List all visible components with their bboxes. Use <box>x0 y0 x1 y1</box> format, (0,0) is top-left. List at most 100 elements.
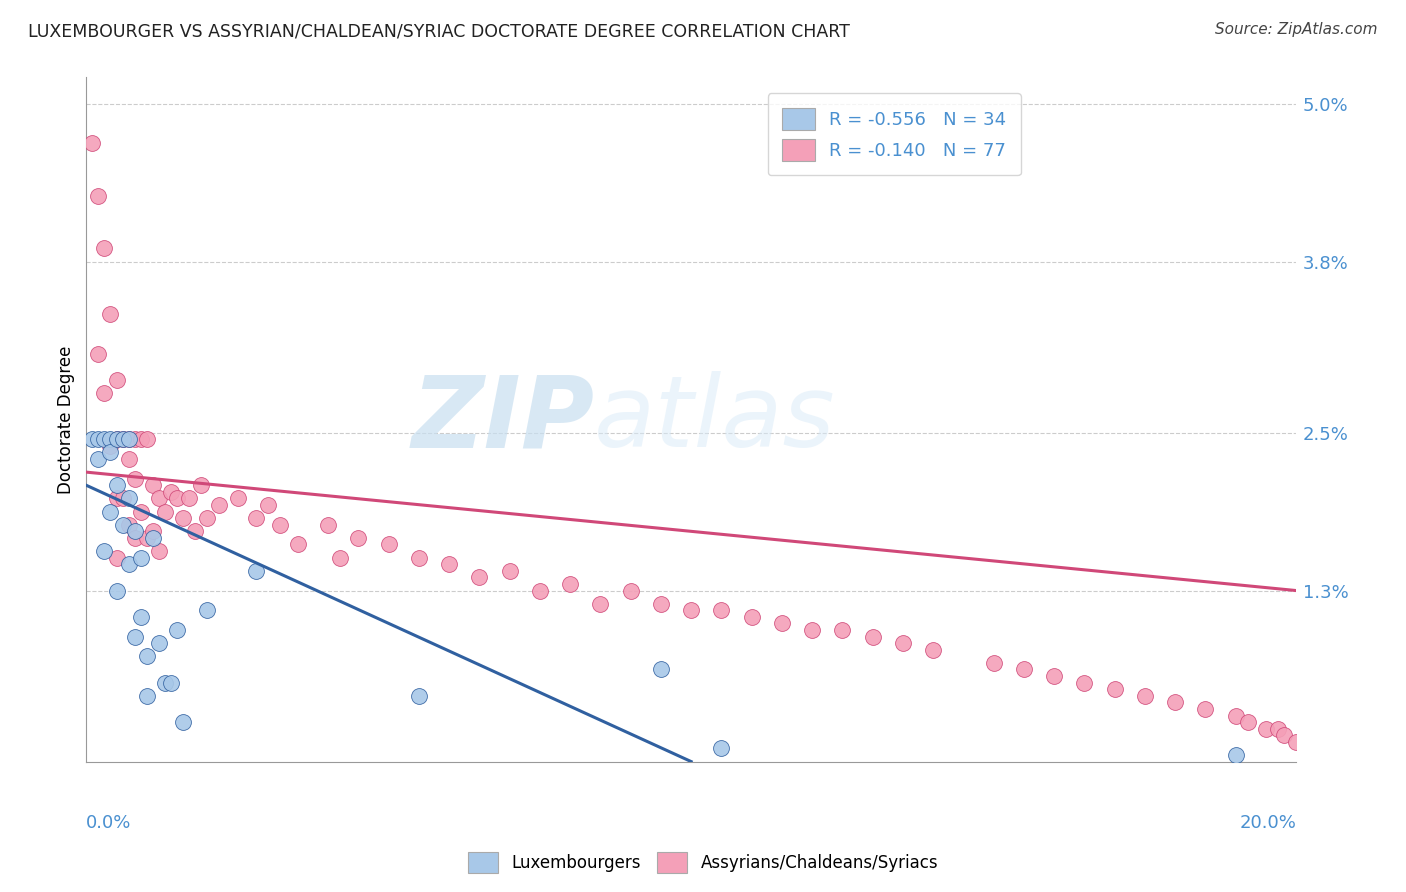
Point <box>100 432 122 446</box>
Point <box>1254 722 1277 736</box>
Point <box>245 511 267 525</box>
Point <box>589 597 612 611</box>
Point <box>1043 669 1066 683</box>
Point <box>82 136 104 151</box>
Point <box>129 432 152 446</box>
Point <box>179 491 201 506</box>
Point <box>983 656 1005 670</box>
Point <box>891 636 914 650</box>
Point <box>741 610 763 624</box>
Point <box>650 663 672 677</box>
Point <box>1285 735 1308 749</box>
Point <box>437 558 460 572</box>
Point <box>153 505 176 519</box>
Point <box>190 478 212 492</box>
Point <box>117 432 139 446</box>
Point <box>922 642 945 657</box>
Legend: R = -0.556   N = 34, R = -0.140   N = 77: R = -0.556 N = 34, R = -0.140 N = 77 <box>768 94 1021 176</box>
Point <box>226 491 249 506</box>
Point <box>347 531 370 545</box>
Point <box>117 452 139 467</box>
Point <box>160 675 183 690</box>
Point <box>129 505 152 519</box>
Point <box>117 432 139 446</box>
Point <box>105 432 128 446</box>
Point <box>195 603 218 617</box>
Point <box>1272 728 1295 742</box>
Point <box>124 472 146 486</box>
Point <box>148 544 170 558</box>
Point <box>408 689 430 703</box>
Point <box>135 689 157 703</box>
Point <box>93 432 115 446</box>
Point <box>408 550 430 565</box>
Point <box>111 432 134 446</box>
Point <box>1194 702 1216 716</box>
Point <box>87 347 110 361</box>
Point <box>831 623 853 637</box>
Text: 0.0%: 0.0% <box>86 814 132 832</box>
Point <box>650 597 672 611</box>
Point <box>100 445 122 459</box>
Point <box>499 564 522 578</box>
Point <box>111 491 134 506</box>
Point <box>1236 715 1258 730</box>
Point <box>111 432 134 446</box>
Point <box>172 715 194 730</box>
Point <box>117 491 139 506</box>
Point <box>87 189 110 203</box>
Point <box>124 630 146 644</box>
Point <box>1012 663 1035 677</box>
Point <box>560 577 582 591</box>
Text: ZIP: ZIP <box>412 371 595 468</box>
Point <box>184 524 207 539</box>
Point <box>1104 682 1126 697</box>
Point <box>166 623 188 637</box>
Point <box>93 544 115 558</box>
Point <box>166 491 188 506</box>
Point <box>245 564 267 578</box>
Point <box>1164 695 1187 709</box>
Point <box>620 583 643 598</box>
Point <box>111 517 134 532</box>
Point <box>105 491 128 506</box>
Point <box>124 432 146 446</box>
Point <box>801 623 824 637</box>
Point <box>1073 675 1095 690</box>
Point <box>105 432 128 446</box>
Point <box>105 583 128 598</box>
Point <box>1133 689 1156 703</box>
Point <box>93 242 115 256</box>
Point <box>153 675 176 690</box>
Point <box>468 570 491 584</box>
Point <box>142 478 165 492</box>
Point <box>681 603 703 617</box>
Point <box>142 531 165 545</box>
Point <box>105 373 128 387</box>
Point <box>129 610 152 624</box>
Point <box>710 603 733 617</box>
Point <box>208 498 231 512</box>
Point <box>1225 747 1247 762</box>
Text: atlas: atlas <box>595 371 837 468</box>
Point <box>135 531 157 545</box>
Point <box>87 452 110 467</box>
Point <box>862 630 884 644</box>
Point <box>256 498 278 512</box>
Point <box>87 432 110 446</box>
Point <box>124 531 146 545</box>
Point <box>148 636 170 650</box>
Point <box>195 511 218 525</box>
Point <box>105 550 128 565</box>
Point <box>148 491 170 506</box>
Point <box>316 517 339 532</box>
Point <box>105 478 128 492</box>
Point <box>329 550 352 565</box>
Point <box>100 505 122 519</box>
Point <box>124 524 146 539</box>
Point <box>377 537 399 551</box>
Point <box>287 537 309 551</box>
Point <box>1267 722 1289 736</box>
Legend: Luxembourgers, Assyrians/Chaldeans/Syriacs: Luxembourgers, Assyrians/Chaldeans/Syria… <box>461 846 945 880</box>
Y-axis label: Doctorate Degree: Doctorate Degree <box>58 345 75 493</box>
